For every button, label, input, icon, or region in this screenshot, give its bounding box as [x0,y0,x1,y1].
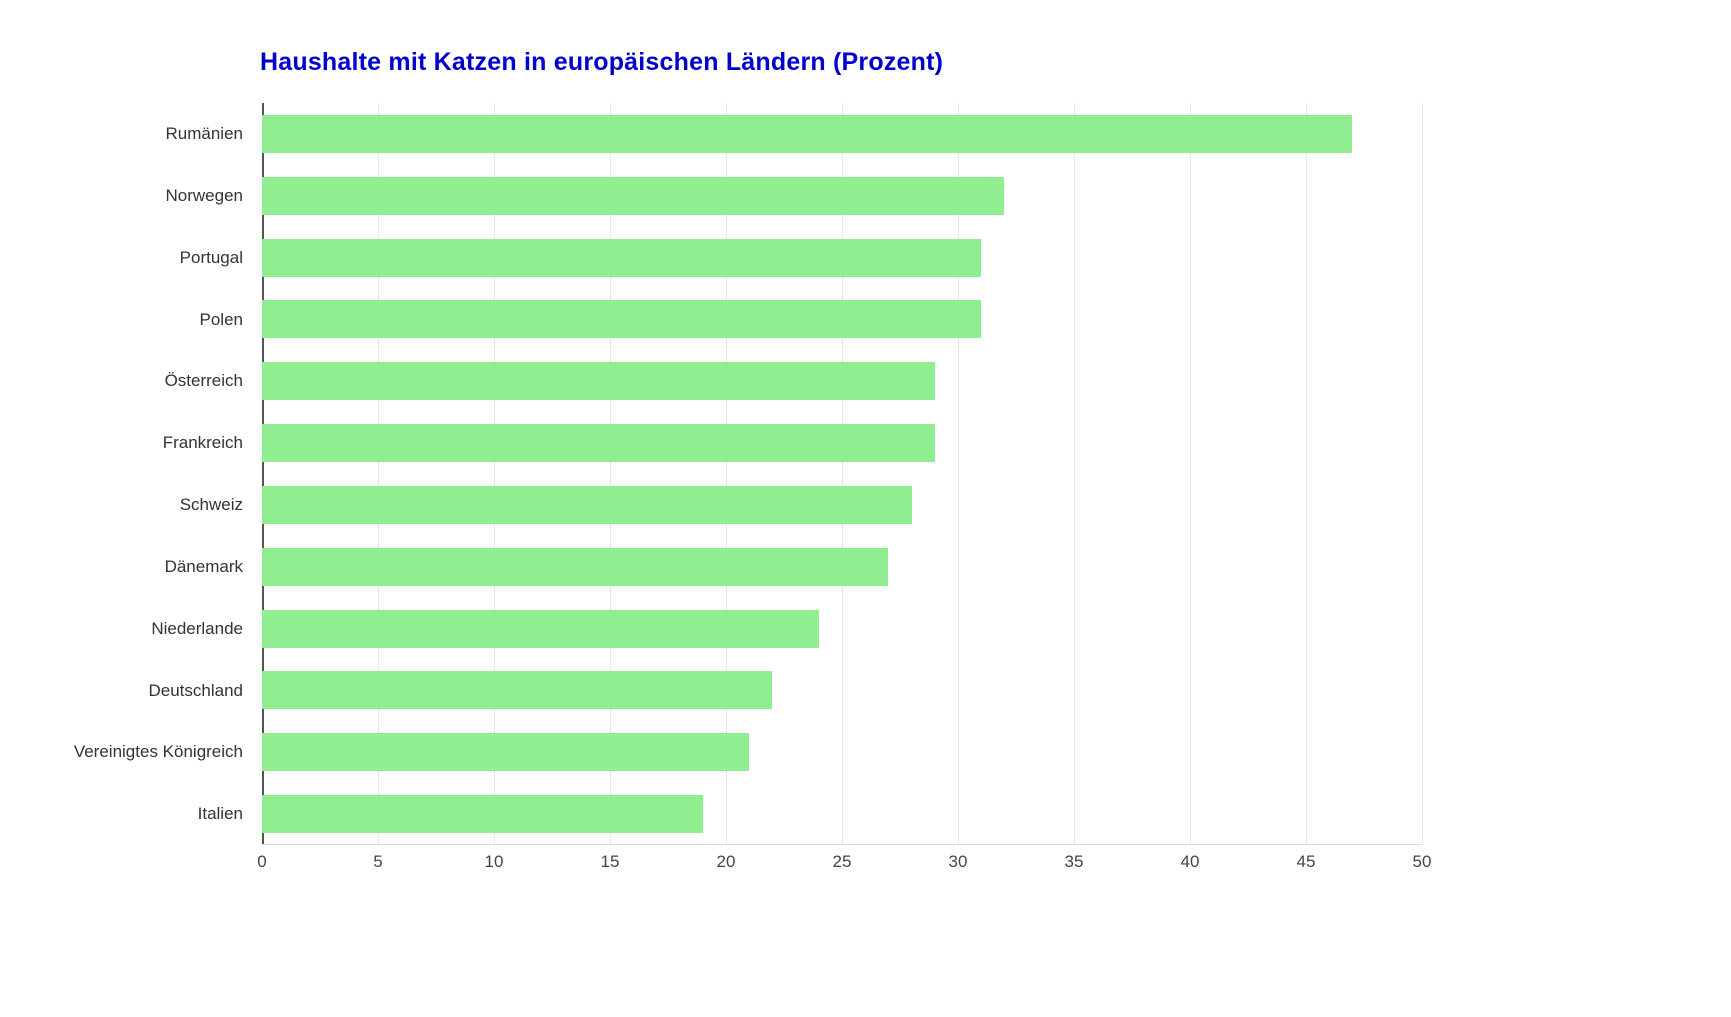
bar-row [262,165,1422,227]
x-tick-label: 10 [484,852,504,871]
bar-row [262,536,1422,598]
x-tick-label: 15 [600,852,620,871]
x-tick-label: 5 [373,852,383,871]
chart-title: Haushalte mit Katzen in europäischen Län… [260,48,944,76]
gridline [842,103,843,844]
category-label: Frankreich [162,433,243,453]
gridline [610,103,611,844]
bar [262,300,982,339]
bar-row [262,289,1422,351]
bar-row [262,412,1422,474]
gridline [1074,103,1075,844]
bar [262,114,1353,153]
y-axis-category-labels: Rumänien Norwegen Portugal Polen Österreich F… [0,103,262,845]
x-tick-label: 25 [832,852,852,871]
x-axis: 0 5 10 15 20 25 30 35 40 45 50 [257,852,1431,882]
bar-row [262,660,1422,722]
bar [262,795,703,834]
x-tick-label: 0 [257,852,267,871]
category-label: Italien [197,804,243,824]
bar [262,671,773,710]
bar [262,176,1005,215]
x-tick-label: 30 [948,852,968,871]
category-label: Dänemark [164,556,243,576]
bar [262,485,912,524]
category-label: Niederlande [151,618,243,638]
bar [262,238,982,277]
bar-row [262,598,1422,660]
category-label: Portugal [179,247,243,267]
category-label: Deutschland [148,680,243,700]
gridline [1190,103,1191,844]
bar-row [262,721,1422,783]
gridline [378,103,379,844]
gridline [494,103,495,844]
x-tick-label: 35 [1064,852,1084,871]
gridline [958,103,959,844]
bar-row [262,227,1422,289]
bar-row [262,103,1422,165]
gridline [1306,103,1307,844]
category-label: Norwegen [165,185,244,205]
category-label: Vereinigtes Königreich [73,742,243,762]
y-axis-line [262,103,264,844]
bar-row [262,350,1422,412]
bar [262,609,819,648]
bar [262,362,935,401]
category-label: Schweiz [179,495,243,514]
x-tick-label: 50 [1412,852,1432,871]
category-label: Rumänien [165,124,244,143]
x-tick-label: 40 [1180,852,1200,871]
bar [262,547,889,586]
x-tick-label: 20 [716,852,736,871]
x-tick-label: 45 [1296,852,1316,871]
bar [262,424,935,463]
category-label: Österreich [164,371,243,391]
bar-row [262,783,1422,845]
category-label: Polen [199,309,243,329]
gridline [726,103,727,844]
gridline [1422,103,1423,844]
bar [262,733,750,772]
bar-row [262,474,1422,536]
plot-area [262,103,1423,845]
